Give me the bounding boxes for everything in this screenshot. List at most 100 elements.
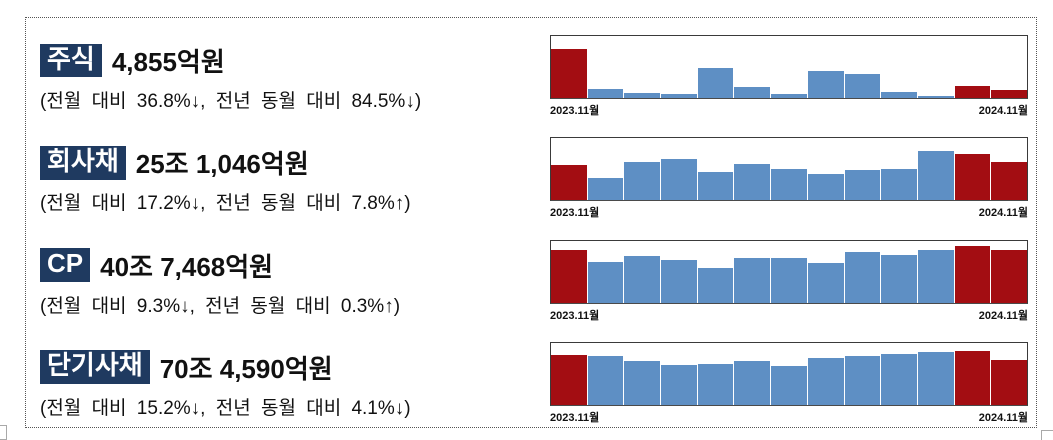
section-info-short-term-bond: 단기사채 70조 4,590억원 (전월 대비 15.2%↓, 전년 동월 대비… (26, 325, 550, 427)
bar-2024.09 (917, 352, 954, 405)
bar-2024.09 (917, 250, 954, 303)
bar-2024.08 (881, 353, 917, 405)
bar-2024.06 (807, 262, 844, 303)
bar-chart-short-term-bond (550, 341, 1028, 406)
bar-2024.03 (697, 172, 734, 201)
bar-2024.10 (954, 85, 991, 98)
section-label-badge: CP (40, 248, 91, 282)
bar-2024.07 (844, 356, 881, 405)
bar-2024.06 (807, 70, 844, 98)
selection-handle-bottom-left (0, 425, 7, 440)
bar-2023.12 (587, 356, 624, 405)
axis-label-right: 2024.11월 (978, 411, 1028, 424)
bar-2024.07 (844, 252, 881, 303)
bar-2024.10 (954, 351, 991, 405)
chart-corporate-bond: 2023.11월 2024.11월 (550, 120, 1036, 222)
section-subtitle: (전월 대비 36.8%↓, 전년 동월 대비 84.5%↓) (40, 91, 422, 112)
selection-handle-bottom-right (1041, 430, 1053, 440)
section-value: 70조 4,590억원 (159, 353, 333, 384)
axis-label-right: 2024.11월 (978, 309, 1028, 322)
chart-short-term-bond: 2023.11월 2024.11월 (550, 325, 1036, 427)
bar-2023.11 (551, 355, 587, 405)
section-value: 25조 1,046억원 (135, 149, 309, 180)
bar-2024.11 (991, 359, 1027, 405)
bar-2024.11 (991, 161, 1027, 201)
bar-2024.04 (734, 86, 771, 98)
bar-2023.12 (587, 177, 624, 201)
section-title-corporate-bond: 회사채 25조 1,046억원 (40, 144, 550, 181)
section-subtitle: (전월 대비 17.2%↓, 전년 동월 대비 7.8%↑) (40, 193, 411, 215)
bar-chart-corporate-bond (550, 137, 1028, 202)
section-label-badge: 주식 (40, 43, 102, 78)
bar-2024.01 (624, 256, 661, 303)
bar-2024.09 (917, 151, 954, 201)
chart-cp: 2023.11월 2024.11월 (550, 223, 1036, 325)
section-label-badge: 회사채 (40, 145, 126, 180)
bar-2024.04 (734, 361, 771, 405)
bar-2024.10 (954, 154, 991, 201)
section-title-stock: 주식 4,855억원 (40, 42, 550, 79)
bar-2023.11 (551, 250, 587, 303)
section-subtitle: (전월 대비 9.3%↓, 전년 동월 대비 0.3%↑) (40, 295, 401, 317)
bar-2024.06 (807, 173, 844, 201)
bar-2023.12 (587, 88, 624, 98)
bar-2024.08 (881, 169, 917, 201)
bar-2024.06 (807, 358, 844, 405)
bar-2024.08 (881, 255, 917, 303)
bar-2024.11 (991, 89, 1027, 98)
section-info-corporate-bond: 회사채 25조 1,046억원 (전월 대비 17.2%↓, 전년 동월 대비 … (26, 120, 550, 222)
bar-chart-cp (550, 239, 1028, 304)
axis-label-left: 2023.11월 (550, 411, 600, 424)
section-info-cp: CP 40조 7,468억원 (전월 대비 9.3%↓, 전년 동월 대비 0.… (26, 223, 550, 325)
bar-2023.12 (587, 262, 624, 303)
bar-2024.05 (771, 168, 807, 201)
bar-2024.03 (697, 268, 734, 303)
section-title-cp: CP 40조 7,468억원 (40, 247, 550, 284)
axis-label-right: 2024.11월 (978, 207, 1028, 220)
chart-axis-stock: 2023.11월 2024.11월 (550, 99, 1028, 118)
dotted-frame: 주식 4,855억원 (전월 대비 36.8%↓, 전년 동월 대비 84.5%… (25, 17, 1037, 428)
bar-2024.02 (661, 94, 697, 98)
chart-stock: 2023.11월 2024.11월 (550, 18, 1036, 120)
chart-axis-cp: 2023.11월 2024.11월 (550, 304, 1028, 323)
bar-2023.11 (551, 164, 587, 201)
section-info-stock: 주식 4,855억원 (전월 대비 36.8%↓, 전년 동월 대비 84.5%… (26, 18, 550, 120)
section-row-cp: CP 40조 7,468억원 (전월 대비 9.3%↓, 전년 동월 대비 0.… (26, 223, 1036, 325)
bar-2024.09 (917, 96, 954, 98)
axis-label-left: 2023.11월 (550, 309, 600, 322)
bar-2024.02 (661, 260, 697, 303)
bar-2024.01 (624, 93, 661, 98)
bar-2023.11 (551, 49, 587, 98)
bar-2024.07 (844, 169, 881, 201)
section-title-short-term-bond: 단기사채 70조 4,590억원 (40, 349, 550, 386)
chart-axis-short-term-bond: 2023.11월 2024.11월 (550, 406, 1028, 425)
bar-2024.03 (697, 363, 734, 405)
bar-2024.02 (661, 159, 697, 201)
bar-chart-stock (550, 35, 1028, 99)
bar-2024.03 (697, 68, 734, 98)
section-row-corporate-bond: 회사채 25조 1,046억원 (전월 대비 17.2%↓, 전년 동월 대비 … (26, 120, 1036, 222)
axis-label-right: 2024.11월 (978, 105, 1028, 117)
section-value: 40조 7,468억원 (100, 251, 274, 282)
chart-axis-corporate-bond: 2023.11월 2024.11월 (550, 201, 1028, 220)
bar-2024.04 (734, 164, 771, 201)
bar-2024.01 (624, 161, 661, 201)
bar-2024.05 (771, 93, 807, 98)
bar-2024.07 (844, 73, 881, 98)
axis-label-left: 2023.11월 (550, 207, 600, 220)
bar-2024.10 (954, 246, 991, 303)
section-value: 4,855억원 (111, 47, 225, 77)
section-subtitle: (전월 대비 15.2%↓, 전년 동월 대비 4.1%↓) (40, 397, 411, 419)
section-label-badge: 단기사채 (40, 350, 150, 385)
section-row-short-term-bond: 단기사채 70조 4,590억원 (전월 대비 15.2%↓, 전년 동월 대비… (26, 325, 1036, 427)
bar-2024.05 (771, 366, 807, 405)
bar-2024.11 (991, 250, 1027, 303)
bar-2024.08 (881, 91, 917, 98)
axis-label-left: 2023.11월 (550, 105, 600, 117)
bar-2024.01 (624, 361, 661, 405)
section-row-stock: 주식 4,855억원 (전월 대비 36.8%↓, 전년 동월 대비 84.5%… (26, 18, 1036, 120)
bar-2024.05 (771, 257, 807, 303)
bar-2024.04 (734, 258, 771, 303)
bar-2024.02 (661, 365, 697, 405)
